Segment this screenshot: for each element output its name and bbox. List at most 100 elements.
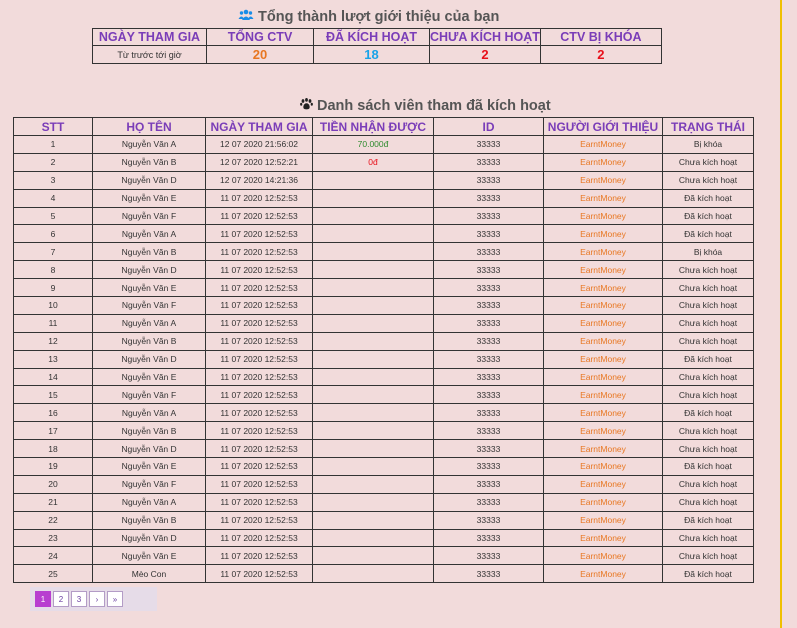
row-stt: 25	[13, 564, 93, 584]
row-join-date: 12 07 2020 21:56:02	[205, 135, 313, 154]
row-status: Chưa kích hoạt	[662, 385, 754, 405]
page-3-button[interactable]: 3	[71, 591, 87, 607]
table-row: 6 Nguyễn Văn A 11 07 2020 12:52:53 33333 Ear…	[13, 224, 754, 244]
row-stt: 11	[13, 313, 93, 333]
summary-header-activated: ĐÃ KÍCH HOẠT	[313, 28, 430, 46]
header-id: ID	[433, 117, 544, 136]
row-id: 33333	[433, 206, 544, 226]
row-stt: 14	[13, 367, 93, 387]
row-amount	[312, 367, 434, 387]
row-stt: 16	[13, 403, 93, 423]
row-referrer: EarntMoney	[543, 224, 663, 244]
page-2-button[interactable]: 2	[53, 591, 69, 607]
row-referrer: EarntMoney	[543, 474, 663, 494]
header-referrer: NGƯỜI GIỚI THIỆU	[543, 117, 663, 136]
members-table: STT HỌ TÊN NGÀY THAM GIA TIỀN NHẬN ĐƯỢC …	[13, 117, 754, 584]
table-row: 3 Nguyễn Văn D 12 07 2020 14:21:36 33333 Ear…	[13, 170, 754, 190]
row-amount	[312, 242, 434, 262]
row-join-date: 12 07 2020 14:21:36	[205, 170, 313, 190]
table-row: 4 Nguyễn Văn E 11 07 2020 12:52:53 33333 Ear…	[13, 188, 754, 208]
row-id: 33333	[433, 564, 544, 584]
row-name: Nguyễn Văn A	[92, 492, 206, 512]
row-status: Chưa kích hoạt	[662, 474, 754, 494]
table-row: 12 Nguyễn Văn B 11 07 2020 12:52:53 33333 Ea…	[13, 331, 754, 351]
summary-activated-value: 18	[313, 45, 430, 64]
row-status: Đã kích hoạt	[662, 457, 754, 476]
row-referrer: EarntMoney	[543, 564, 663, 584]
row-referrer: EarntMoney	[543, 385, 663, 405]
row-referrer: EarntMoney	[543, 421, 663, 441]
row-amount	[312, 331, 434, 351]
row-stt: 21	[13, 492, 93, 512]
row-stt: 23	[13, 528, 93, 548]
table-row: 16 Nguyễn Văn A 11 07 2020 12:52:53 33333 Ea…	[13, 403, 754, 423]
last-page-button[interactable]: »	[107, 591, 123, 607]
row-id: 33333	[433, 421, 544, 441]
row-amount	[312, 564, 434, 584]
summary-value-row: Từ trước tới giờ 20 18 2 2	[92, 45, 662, 64]
row-status: Đã kích hoạt	[662, 564, 754, 584]
row-id: 33333	[433, 278, 544, 298]
row-amount	[312, 546, 434, 566]
summary-not-activated-value: 2	[429, 45, 541, 64]
row-id: 33333	[433, 403, 544, 423]
summary-header-row: NGÀY THAM GIA TỔNG CTV ĐÃ KÍCH HOẠT CHƯA…	[92, 28, 662, 46]
row-name: Nguyễn Văn E	[92, 188, 206, 208]
row-join-date: 11 07 2020 12:52:53	[205, 457, 313, 476]
row-referrer: EarntMoney	[543, 457, 663, 476]
row-stt: 17	[13, 421, 93, 441]
table-row: 9 Nguyễn Văn E 11 07 2020 12:52:53 33333 Ear…	[13, 278, 754, 298]
row-id: 33333	[433, 260, 544, 280]
table-row: 20 Nguyễn Văn F 11 07 2020 12:52:53 33333 Ea…	[13, 474, 754, 494]
table-row: 19 Nguyễn Văn E 11 07 2020 12:52:53 33333 Ea…	[13, 457, 754, 476]
row-id: 33333	[433, 457, 544, 476]
table-row: 23 Nguyễn Văn D 11 07 2020 12:52:53 33333 Ea…	[13, 528, 754, 548]
page-1-button[interactable]: 1	[35, 591, 51, 607]
row-stt: 22	[13, 510, 93, 530]
row-stt: 15	[13, 385, 93, 405]
row-name: Nguyễn Văn F	[92, 385, 206, 405]
row-name: Nguyễn Văn F	[92, 206, 206, 226]
header-amount: TIỀN NHẬN ĐƯỢC	[312, 117, 434, 136]
row-name: Nguyễn Văn A	[92, 135, 206, 154]
row-join-date: 11 07 2020 12:52:53	[205, 439, 313, 459]
row-id: 33333	[433, 528, 544, 548]
table-row: 7 Nguyễn Văn B 11 07 2020 12:52:53 33333 Ear…	[13, 242, 754, 262]
table-row: 1 Nguyễn Văn A 12 07 2020 21:56:02 70.000đ 3…	[13, 135, 754, 154]
row-id: 33333	[433, 474, 544, 494]
summary-header-join-date: NGÀY THAM GIA	[92, 28, 207, 46]
row-amount	[312, 421, 434, 441]
row-id: 33333	[433, 296, 544, 315]
row-name: Nguyễn Văn F	[92, 474, 206, 494]
right-edge-border	[780, 0, 782, 628]
row-referrer: EarntMoney	[543, 492, 663, 512]
row-referrer: EarntMoney	[543, 135, 663, 154]
row-stt: 3	[13, 170, 93, 190]
next-page-button[interactable]: ›	[89, 591, 105, 607]
row-referrer: EarntMoney	[543, 349, 663, 369]
row-status: Đã kích hoạt	[662, 206, 754, 226]
row-stt: 19	[13, 457, 93, 476]
members-table-body: 1 Nguyễn Văn A 12 07 2020 21:56:02 70.000đ 3…	[13, 135, 754, 584]
row-id: 33333	[433, 492, 544, 512]
row-status: Bị khóa	[662, 242, 754, 262]
header-stt: STT	[13, 117, 93, 136]
row-referrer: EarntMoney	[543, 296, 663, 315]
header-join-date: NGÀY THAM GIA	[205, 117, 313, 136]
row-join-date: 11 07 2020 12:52:53	[205, 528, 313, 548]
row-join-date: 11 07 2020 12:52:53	[205, 349, 313, 369]
row-id: 33333	[433, 224, 544, 244]
row-status: Chưa kích hoạt	[662, 528, 754, 548]
row-status: Chưa kích hoạt	[662, 367, 754, 387]
row-name: Nguyễn Văn F	[92, 296, 206, 315]
row-stt: 7	[13, 242, 93, 262]
row-amount	[312, 349, 434, 369]
row-status: Đã kích hoạt	[662, 510, 754, 530]
row-status: Chưa kích hoạt	[662, 278, 754, 298]
row-amount	[312, 313, 434, 333]
row-id: 33333	[433, 188, 544, 208]
row-join-date: 11 07 2020 12:52:53	[205, 313, 313, 333]
row-amount	[312, 474, 434, 494]
row-amount	[312, 224, 434, 244]
row-status: Chưa kích hoạt	[662, 313, 754, 333]
